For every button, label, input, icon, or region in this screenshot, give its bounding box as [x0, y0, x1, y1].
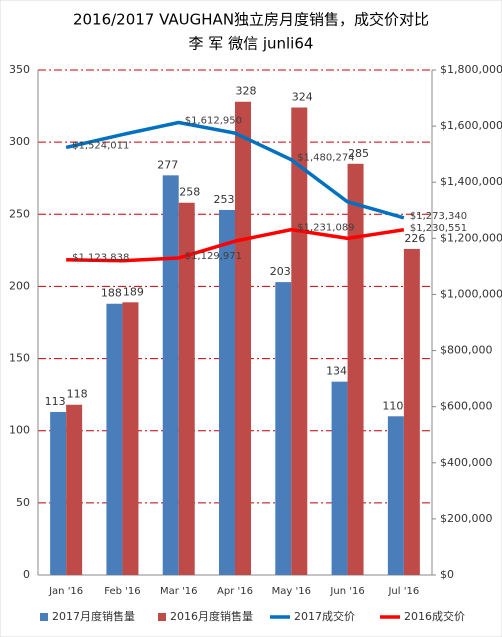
line-series	[65, 120, 405, 220]
bar-label: 203	[270, 265, 291, 278]
bar	[162, 175, 179, 576]
x-tick-label: Apr '16	[217, 586, 253, 597]
bar-label: 113	[45, 395, 66, 408]
x-tick-label: Jul '16	[387, 586, 419, 597]
bar	[331, 381, 348, 575]
y2-tick-label: $200,000	[440, 512, 493, 525]
bar	[178, 202, 195, 575]
bar	[291, 107, 308, 575]
x-tick-label: Feb '16	[104, 586, 140, 597]
line-label: $1,123,838	[72, 253, 129, 264]
y2-tick-label: $0	[440, 568, 454, 581]
line-label: $1,273,340	[410, 211, 467, 222]
legend-swatch	[158, 613, 166, 621]
y-tick-label: 250	[9, 207, 30, 220]
y2-tick-label: $800,000	[440, 344, 493, 357]
x-tick-label: Jan '16	[48, 586, 83, 597]
line-label: $1,480,274	[297, 153, 354, 164]
y2-tick-label: $400,000	[440, 456, 493, 469]
y2-tick-label: $1,400,000	[440, 175, 502, 188]
y-tick-label: 350	[9, 63, 30, 76]
y-tick-label: 50	[16, 496, 30, 509]
bar-label: 118	[67, 388, 88, 401]
legend-label: 2017月度销售量	[52, 609, 135, 623]
y2-tick-label: $1,000,000	[440, 287, 502, 300]
line-label: $1,230,551	[410, 223, 467, 234]
bar	[66, 404, 83, 575]
bar-label: 277	[157, 158, 178, 171]
bar-label: 258	[179, 186, 200, 199]
x-tick-label: May '16	[272, 586, 311, 597]
bar	[235, 101, 251, 575]
bar-label: 188	[101, 287, 122, 300]
legend-label: 2016月度销售量	[170, 609, 253, 623]
bar-label: 189	[123, 285, 144, 298]
bar-label: 285	[348, 147, 369, 160]
y-tick-label: 200	[9, 279, 30, 292]
legend-label: 2017成交价	[294, 609, 355, 623]
y-tick-label: 100	[9, 424, 30, 437]
bar-label: 226	[404, 232, 425, 245]
y2-tick-label: $600,000	[440, 400, 493, 413]
line-label: $1,612,950	[185, 115, 242, 126]
y-tick-label: 150	[9, 352, 30, 365]
bar-label: 134	[326, 365, 347, 378]
bar	[50, 411, 67, 575]
bar	[106, 303, 123, 575]
line-label: $1,524,011	[72, 140, 129, 151]
x-tick-label: Jun '16	[329, 586, 364, 597]
chart-title: 2016/2017 VAUGHAN独立房月度销售，成交价对比	[73, 11, 429, 29]
bar	[387, 416, 404, 575]
bar-label: 110	[382, 399, 403, 412]
bar	[347, 163, 364, 576]
bar-label: 253	[214, 193, 235, 206]
bar	[219, 209, 235, 575]
line-series	[66, 227, 405, 263]
line-label: $1,129,971	[185, 251, 242, 262]
bar	[122, 302, 139, 575]
bar-label: 324	[292, 91, 313, 104]
y-tick-label: 0	[23, 568, 30, 581]
y-tick-label: 300	[9, 135, 30, 148]
bar	[275, 282, 292, 575]
x-tick-label: Mar '16	[160, 586, 198, 597]
y2-tick-label: $1,800,000	[440, 63, 502, 76]
bar-label: 328	[236, 85, 257, 98]
y2-tick-label: $1,200,000	[440, 231, 502, 244]
line-label: $1,231,089	[297, 223, 354, 234]
legend-label: 2016成交价	[404, 609, 465, 623]
y2-tick-label: $1,600,000	[440, 119, 502, 132]
legend-swatch	[40, 613, 48, 621]
bar	[403, 248, 420, 575]
chart-subtitle: 李 军 微信 junli64	[189, 35, 314, 53]
